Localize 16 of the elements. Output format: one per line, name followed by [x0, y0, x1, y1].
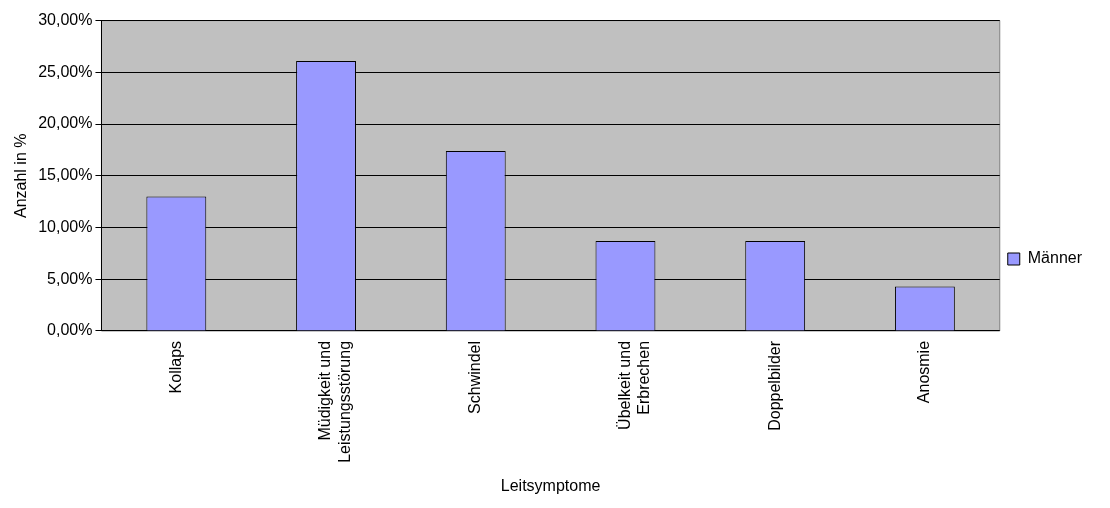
y-tick-label: 15,00%: [38, 166, 93, 184]
x-tick-label: Übelkeit und Erbrechen: [615, 340, 653, 430]
x-tick-label: Müdigkeit und Leistungsstörung: [316, 340, 353, 463]
x-tick-label: Schwindel: [466, 340, 484, 414]
x-axis-title: Leitsymptome: [500, 476, 601, 494]
legend-label: Männer: [1027, 249, 1083, 267]
y-tick-label: 30,00%: [38, 11, 93, 29]
x-tick-label: Anosmie: [915, 340, 933, 404]
y-tick-label: 10,00%: [38, 217, 93, 235]
x-tick-label: Doppelbilder: [765, 340, 783, 431]
y-tick-label: 0,00%: [47, 321, 93, 339]
x-tick-label: Kollaps: [166, 340, 184, 394]
y-tick-label: 25,00%: [38, 62, 93, 80]
y-tick-label: 20,00%: [38, 114, 93, 132]
y-axis-title: Anzahl in %: [12, 133, 30, 219]
y-tick-label: 5,00%: [47, 269, 93, 287]
